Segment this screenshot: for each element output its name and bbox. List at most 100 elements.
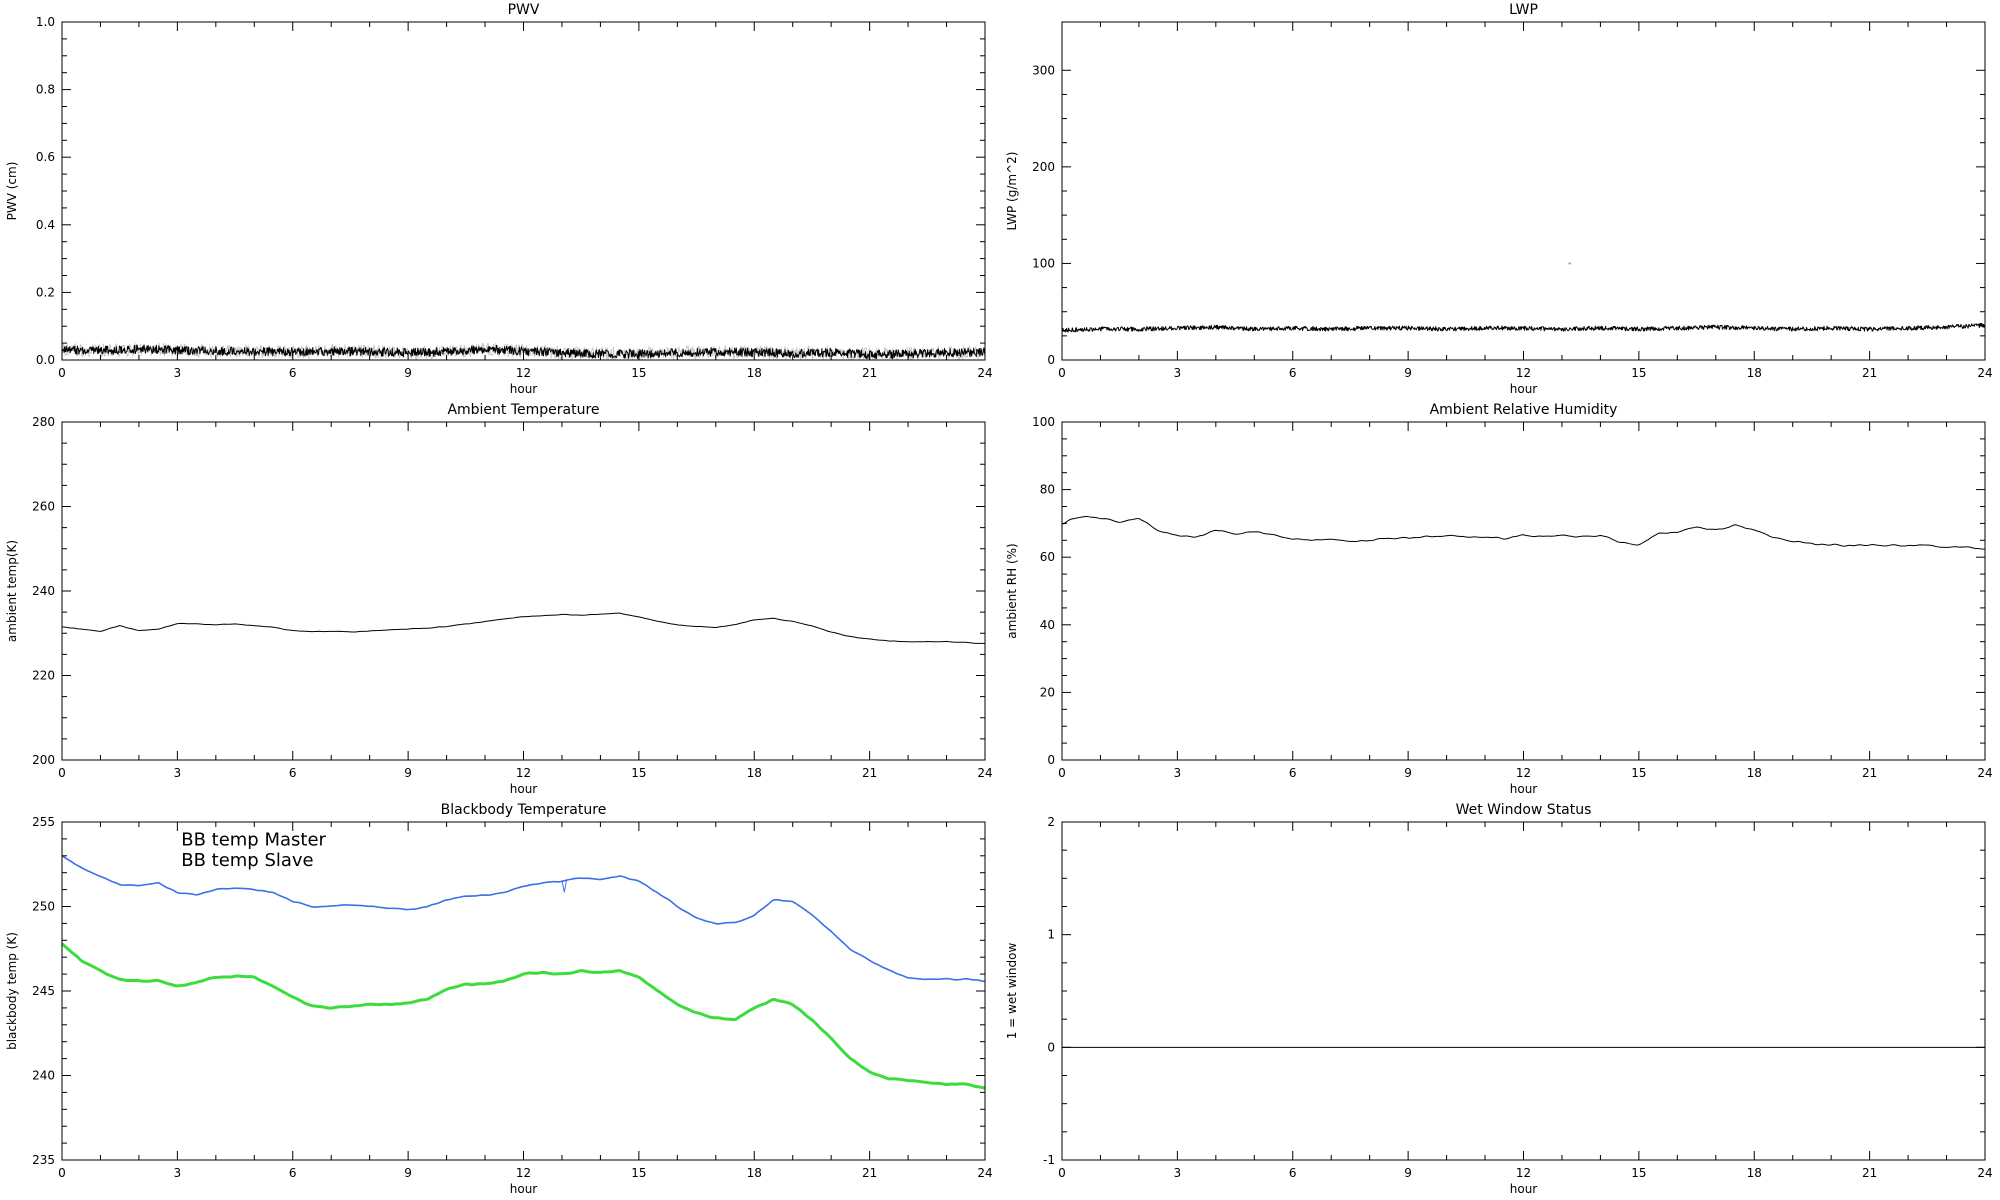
y-axis-label: ambient temp(K) <box>5 540 19 642</box>
y-tick-label: 20 <box>1040 685 1055 699</box>
y-tick-label: 60 <box>1040 550 1055 564</box>
y-tick-label: 100 <box>1032 415 1055 429</box>
x-tick-label: 12 <box>516 766 531 780</box>
x-tick-label: 24 <box>977 766 992 780</box>
x-tick-label: 15 <box>1631 766 1646 780</box>
x-tick-label: 24 <box>977 366 992 380</box>
x-tick-label: 6 <box>1289 766 1297 780</box>
chart-blackbody-temperature: 0 3 6 9 12 15 18 21 24 235 240 245 250 255 Blackbody T… <box>0 800 1000 1200</box>
x-axis-label: hour <box>510 382 538 396</box>
x-tick-label: 3 <box>1174 366 1182 380</box>
y-tick-label: 200 <box>1032 160 1055 174</box>
x-tick-label: 3 <box>1174 766 1182 780</box>
x-tick-label: 18 <box>1747 366 1762 380</box>
x-tick-label: 21 <box>862 1166 877 1180</box>
x-tick-label: 6 <box>289 366 297 380</box>
y-tick-label: 260 <box>32 500 55 514</box>
ticks <box>1061 821 1986 1161</box>
y-tick-label: 0.0 <box>36 353 55 367</box>
chart-lwp: 0 3 6 9 12 15 18 21 24 0 100 200 300 LWP hour LWP (g/m^… <box>1000 0 2000 400</box>
x-tick-label: 18 <box>747 1166 762 1180</box>
ticks <box>61 421 986 761</box>
y-tick-label: 40 <box>1040 618 1055 632</box>
plot-ambient-relative-humidity: 0 3 6 9 12 15 18 21 24 0 20 40 60 80 100 Ambient Relati… <box>1005 402 1993 796</box>
x-tick-label: 9 <box>404 1166 412 1180</box>
y-tick-label: 255 <box>32 815 55 829</box>
x-tick-label: 0 <box>58 1166 66 1180</box>
x-tick-label: 9 <box>404 366 412 380</box>
y-tick-label: 240 <box>32 584 55 598</box>
y-tick-label: 0.8 <box>36 83 55 97</box>
chart-title: Ambient Temperature <box>447 402 599 418</box>
x-tick-label: 12 <box>516 1166 531 1180</box>
ticks <box>61 821 986 1161</box>
series-ambient-temperature <box>61 612 986 645</box>
x-tick-label: 24 <box>1977 1166 1992 1180</box>
y-tick-label: 200 <box>32 753 55 767</box>
series-bb-temp-slave <box>61 942 986 1090</box>
y-tick-label: 1.0 <box>36 15 55 29</box>
y-axis-label: 1 = wet window <box>1005 943 1019 1040</box>
y-tick-label: 220 <box>32 669 55 683</box>
x-axis-label: hour <box>1510 782 1538 796</box>
x-axis-label: hour <box>510 1182 538 1196</box>
chart-title: Blackbody Temperature <box>441 802 607 818</box>
x-tick-label: 3 <box>174 766 182 780</box>
series-group <box>1061 515 1986 550</box>
x-tick-label: 3 <box>174 366 182 380</box>
x-tick-label: 9 <box>1404 1166 1412 1180</box>
x-axis-label: hour <box>1510 382 1538 396</box>
x-tick-label: 0 <box>1058 366 1066 380</box>
chart-title: PWV <box>508 2 540 18</box>
y-tick-label: -1 <box>1043 1153 1055 1167</box>
x-tick-label: 12 <box>1516 1166 1531 1180</box>
x-tick-label: 12 <box>516 366 531 380</box>
y-axis-label: ambient RH (%) <box>1005 543 1019 638</box>
x-tick-label: 6 <box>289 1166 297 1180</box>
y-axis-label: blackbody temp (K) <box>5 932 19 1050</box>
x-tick-label: 9 <box>1404 766 1412 780</box>
x-tick-label: 9 <box>1404 366 1412 380</box>
x-axis-label: hour <box>1510 1182 1538 1196</box>
y-tick-label: 245 <box>32 984 55 998</box>
x-tick-label: 18 <box>1747 766 1762 780</box>
y-tick-label: 0.2 <box>36 285 55 299</box>
series-group <box>1061 262 1986 333</box>
axes-frame <box>61 421 986 761</box>
ticks <box>61 21 986 361</box>
x-tick-label: 24 <box>977 1166 992 1180</box>
x-tick-label: 24 <box>1977 366 1992 380</box>
x-tick-label: 15 <box>1631 1166 1646 1180</box>
x-tick-label: 0 <box>58 366 66 380</box>
x-tick-label: 6 <box>1289 1166 1297 1180</box>
x-tick-label: 15 <box>631 766 646 780</box>
x-tick-label: 18 <box>1747 1166 1762 1180</box>
x-tick-label: 24 <box>1977 766 1992 780</box>
chart-wet-window-status: 0 3 6 9 12 15 18 21 24 -1 0 1 2 Wet Window Status hour… <box>1000 800 2000 1200</box>
y-tick-label: 235 <box>32 1153 55 1167</box>
plot-ambient-temperature: 0 3 6 9 12 15 18 21 24 200 220 240 260 280 Ambient Tem… <box>5 402 993 796</box>
x-tick-label: 0 <box>58 766 66 780</box>
chart-ambient-relative-humidity: 0 3 6 9 12 15 18 21 24 0 20 40 60 80 100 Ambient Relati… <box>1000 400 2000 800</box>
series-group <box>61 612 986 645</box>
x-tick-label: 6 <box>1289 366 1297 380</box>
plot-pwv: 0 3 6 9 12 15 18 21 24 0.0 0.2 0.4 0.6 0.8 1.0 PWV hour P… <box>5 2 993 396</box>
x-tick-label: 12 <box>1516 766 1531 780</box>
LWP outlier <box>1568 262 1571 265</box>
y-tick-label: 80 <box>1040 483 1055 497</box>
plot-blackbody-temperature: 0 3 6 9 12 15 18 21 24 235 240 245 250 255 Blackbody T… <box>5 802 993 1196</box>
y-tick-label: 0.4 <box>36 218 55 232</box>
x-axis-label: hour <box>510 782 538 796</box>
legend-bb-temp-master: BB temp Master <box>181 830 326 851</box>
y-tick-label: 0.6 <box>36 150 55 164</box>
chart-title: Ambient Relative Humidity <box>1430 402 1618 418</box>
chart-pwv: 0 3 6 9 12 15 18 21 24 0.0 0.2 0.4 0.6 0.8 1.0 PWV hour P… <box>0 0 1000 400</box>
chart-title: Wet Window Status <box>1456 802 1592 818</box>
x-tick-label: 3 <box>1174 1166 1182 1180</box>
x-tick-label: 21 <box>862 366 877 380</box>
x-tick-label: 12 <box>1516 366 1531 380</box>
y-axis-label: PWV (cm) <box>5 162 19 221</box>
x-tick-label: 15 <box>1631 366 1646 380</box>
